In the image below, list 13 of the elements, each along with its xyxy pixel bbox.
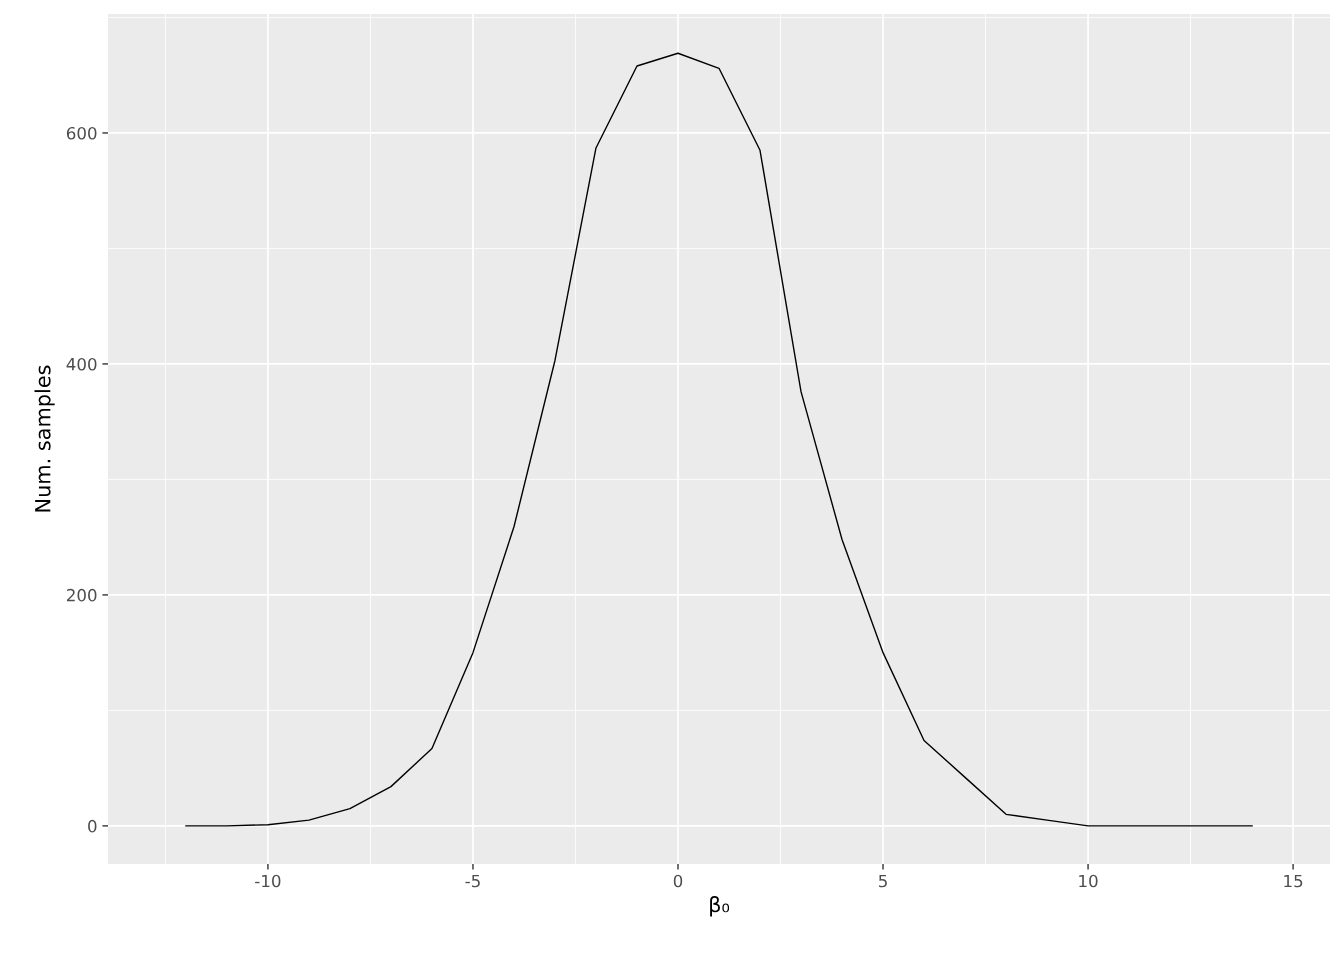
x-tick-label: -5 xyxy=(465,874,480,888)
x-tick-label: -10 xyxy=(255,874,281,888)
y-tick-label: 0 xyxy=(88,819,97,833)
x-axis-title: β₀ xyxy=(710,896,730,917)
line-series xyxy=(185,52,1253,827)
x-tick-label: 10 xyxy=(1079,874,1098,888)
x-tick-label: 0 xyxy=(673,874,683,888)
y-tick-label: 400 xyxy=(66,357,97,371)
y-tick-label: 600 xyxy=(66,126,97,140)
y-axis-title: Num. samples xyxy=(34,365,55,512)
x-tick-label: 5 xyxy=(879,874,887,888)
x-tick-label: 15 xyxy=(1284,874,1303,888)
y-tick-label: 200 xyxy=(66,588,97,602)
